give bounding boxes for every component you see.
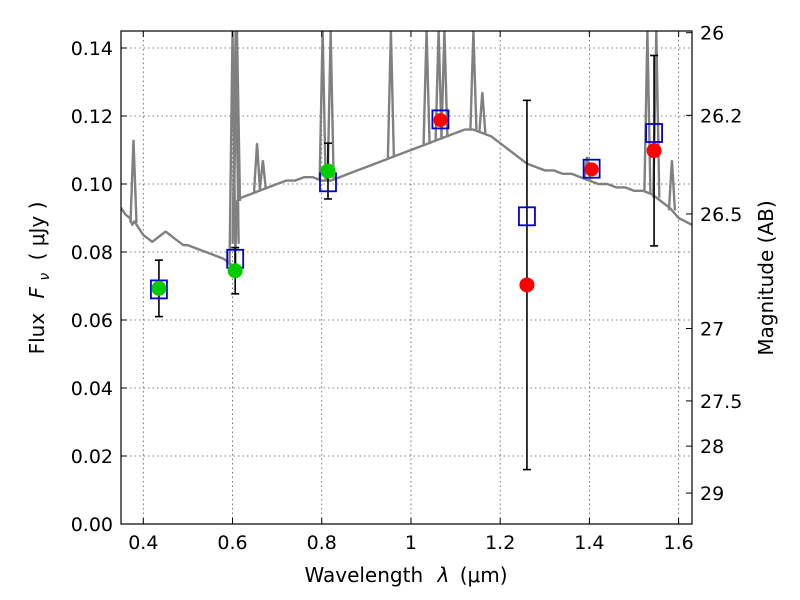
- photometry-points: [150, 54, 663, 471]
- observed-point: [519, 277, 535, 293]
- model-point: [518, 206, 536, 227]
- x-tick-label: 1.4: [574, 532, 604, 554]
- model-point: [150, 279, 168, 300]
- x-tick-label: 1.6: [664, 532, 694, 554]
- x-axis-label-unit: (μm): [460, 563, 508, 587]
- emission-line: [232, 31, 242, 202]
- emission-line: [318, 31, 327, 181]
- observed-point: [646, 143, 662, 159]
- emission-line: [434, 31, 443, 140]
- plot-frame: [120, 30, 693, 525]
- y2-tick-label: 26.5: [700, 204, 742, 226]
- observed-point: [433, 113, 448, 128]
- emission-line: [469, 31, 478, 130]
- x-axis-label-text: Wavelength: [304, 563, 423, 587]
- emission-line: [667, 160, 677, 211]
- emission-line: [129, 139, 138, 223]
- y2-tick-label: 26.2: [700, 105, 742, 127]
- emission-line: [422, 31, 431, 145]
- y-tick-label: 0.08: [71, 242, 113, 264]
- y-tick-label: 0.02: [71, 446, 113, 468]
- x-axis-label: Wavelength λ (μm): [304, 563, 507, 587]
- observed-point: [227, 263, 243, 279]
- emission-line: [440, 31, 449, 138]
- y-axis-label: Flux F ν ( μJy ): [25, 202, 54, 355]
- x-tick-label: 0.6: [217, 532, 247, 554]
- model-point: [582, 158, 601, 179]
- observed-point: [584, 162, 599, 177]
- grid: [121, 31, 692, 524]
- observed-point: [320, 163, 336, 179]
- model-spectrum: [121, 31, 692, 274]
- y-tick-label: 0.06: [71, 310, 113, 332]
- emission-line: [252, 143, 262, 192]
- y-tick-label: 0.04: [71, 378, 113, 400]
- y2-axis-label: Magnitude (AB): [754, 200, 778, 355]
- spectrum-line: [121, 128, 692, 274]
- emission-line: [478, 92, 487, 134]
- y2-tick-label: 28: [700, 436, 724, 458]
- y2-tick-label: 27.5: [700, 391, 742, 413]
- emission-line: [386, 31, 396, 158]
- y-axis-label-text: Flux: [25, 313, 49, 355]
- x-tick-label: 0.4: [128, 532, 158, 554]
- y2-tick-label: 29: [700, 483, 724, 505]
- y-tick-label: 0.12: [71, 106, 113, 128]
- x-tick-label: 1: [405, 532, 417, 554]
- y2-tick-label: 27: [700, 319, 724, 341]
- model-point: [645, 123, 663, 143]
- y-axis-label-symbol: F: [25, 286, 49, 298]
- emission-line: [643, 31, 652, 193]
- y-tick-label: 0.14: [71, 38, 113, 60]
- emission-line: [326, 31, 335, 181]
- observed-point: [151, 280, 167, 296]
- emission-line: [258, 160, 268, 190]
- model-point: [431, 109, 450, 130]
- x-axis-label-symbol: λ: [437, 563, 450, 587]
- y-tick-label: 0.00: [71, 514, 113, 536]
- y-axis-label-unit: ( μJy ): [25, 202, 49, 261]
- x-tick-label: 1.2: [485, 532, 515, 554]
- x-tick-label: 0.8: [307, 532, 337, 554]
- y-tick-label: 0.10: [71, 174, 113, 196]
- axes: 0.4 0.6 0.8 1 1.2 1.4 1.6 0.00 0.02 0.04 0.06 0.08 0…: [71, 23, 743, 554]
- y-axis-label-subscript: ν: [37, 273, 53, 281]
- y2-tick-label: 26: [700, 23, 724, 45]
